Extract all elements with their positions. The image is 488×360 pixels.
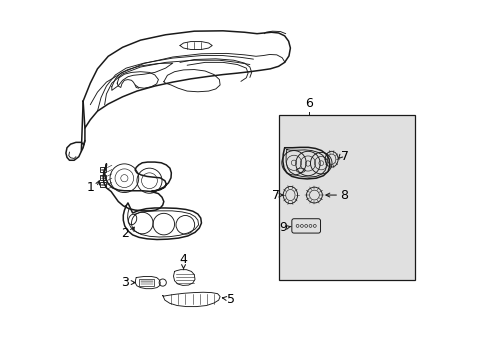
- Bar: [278, 116, 414, 280]
- Text: 3: 3: [121, 276, 129, 289]
- Text: 9: 9: [278, 221, 286, 234]
- Text: 7: 7: [340, 150, 348, 163]
- Text: 4: 4: [179, 253, 187, 266]
- Text: 2: 2: [121, 227, 129, 240]
- Text: 6: 6: [305, 98, 312, 111]
- Text: 5: 5: [226, 293, 234, 306]
- Text: 1: 1: [86, 181, 94, 194]
- Text: 8: 8: [340, 189, 348, 202]
- Text: 7: 7: [272, 189, 280, 202]
